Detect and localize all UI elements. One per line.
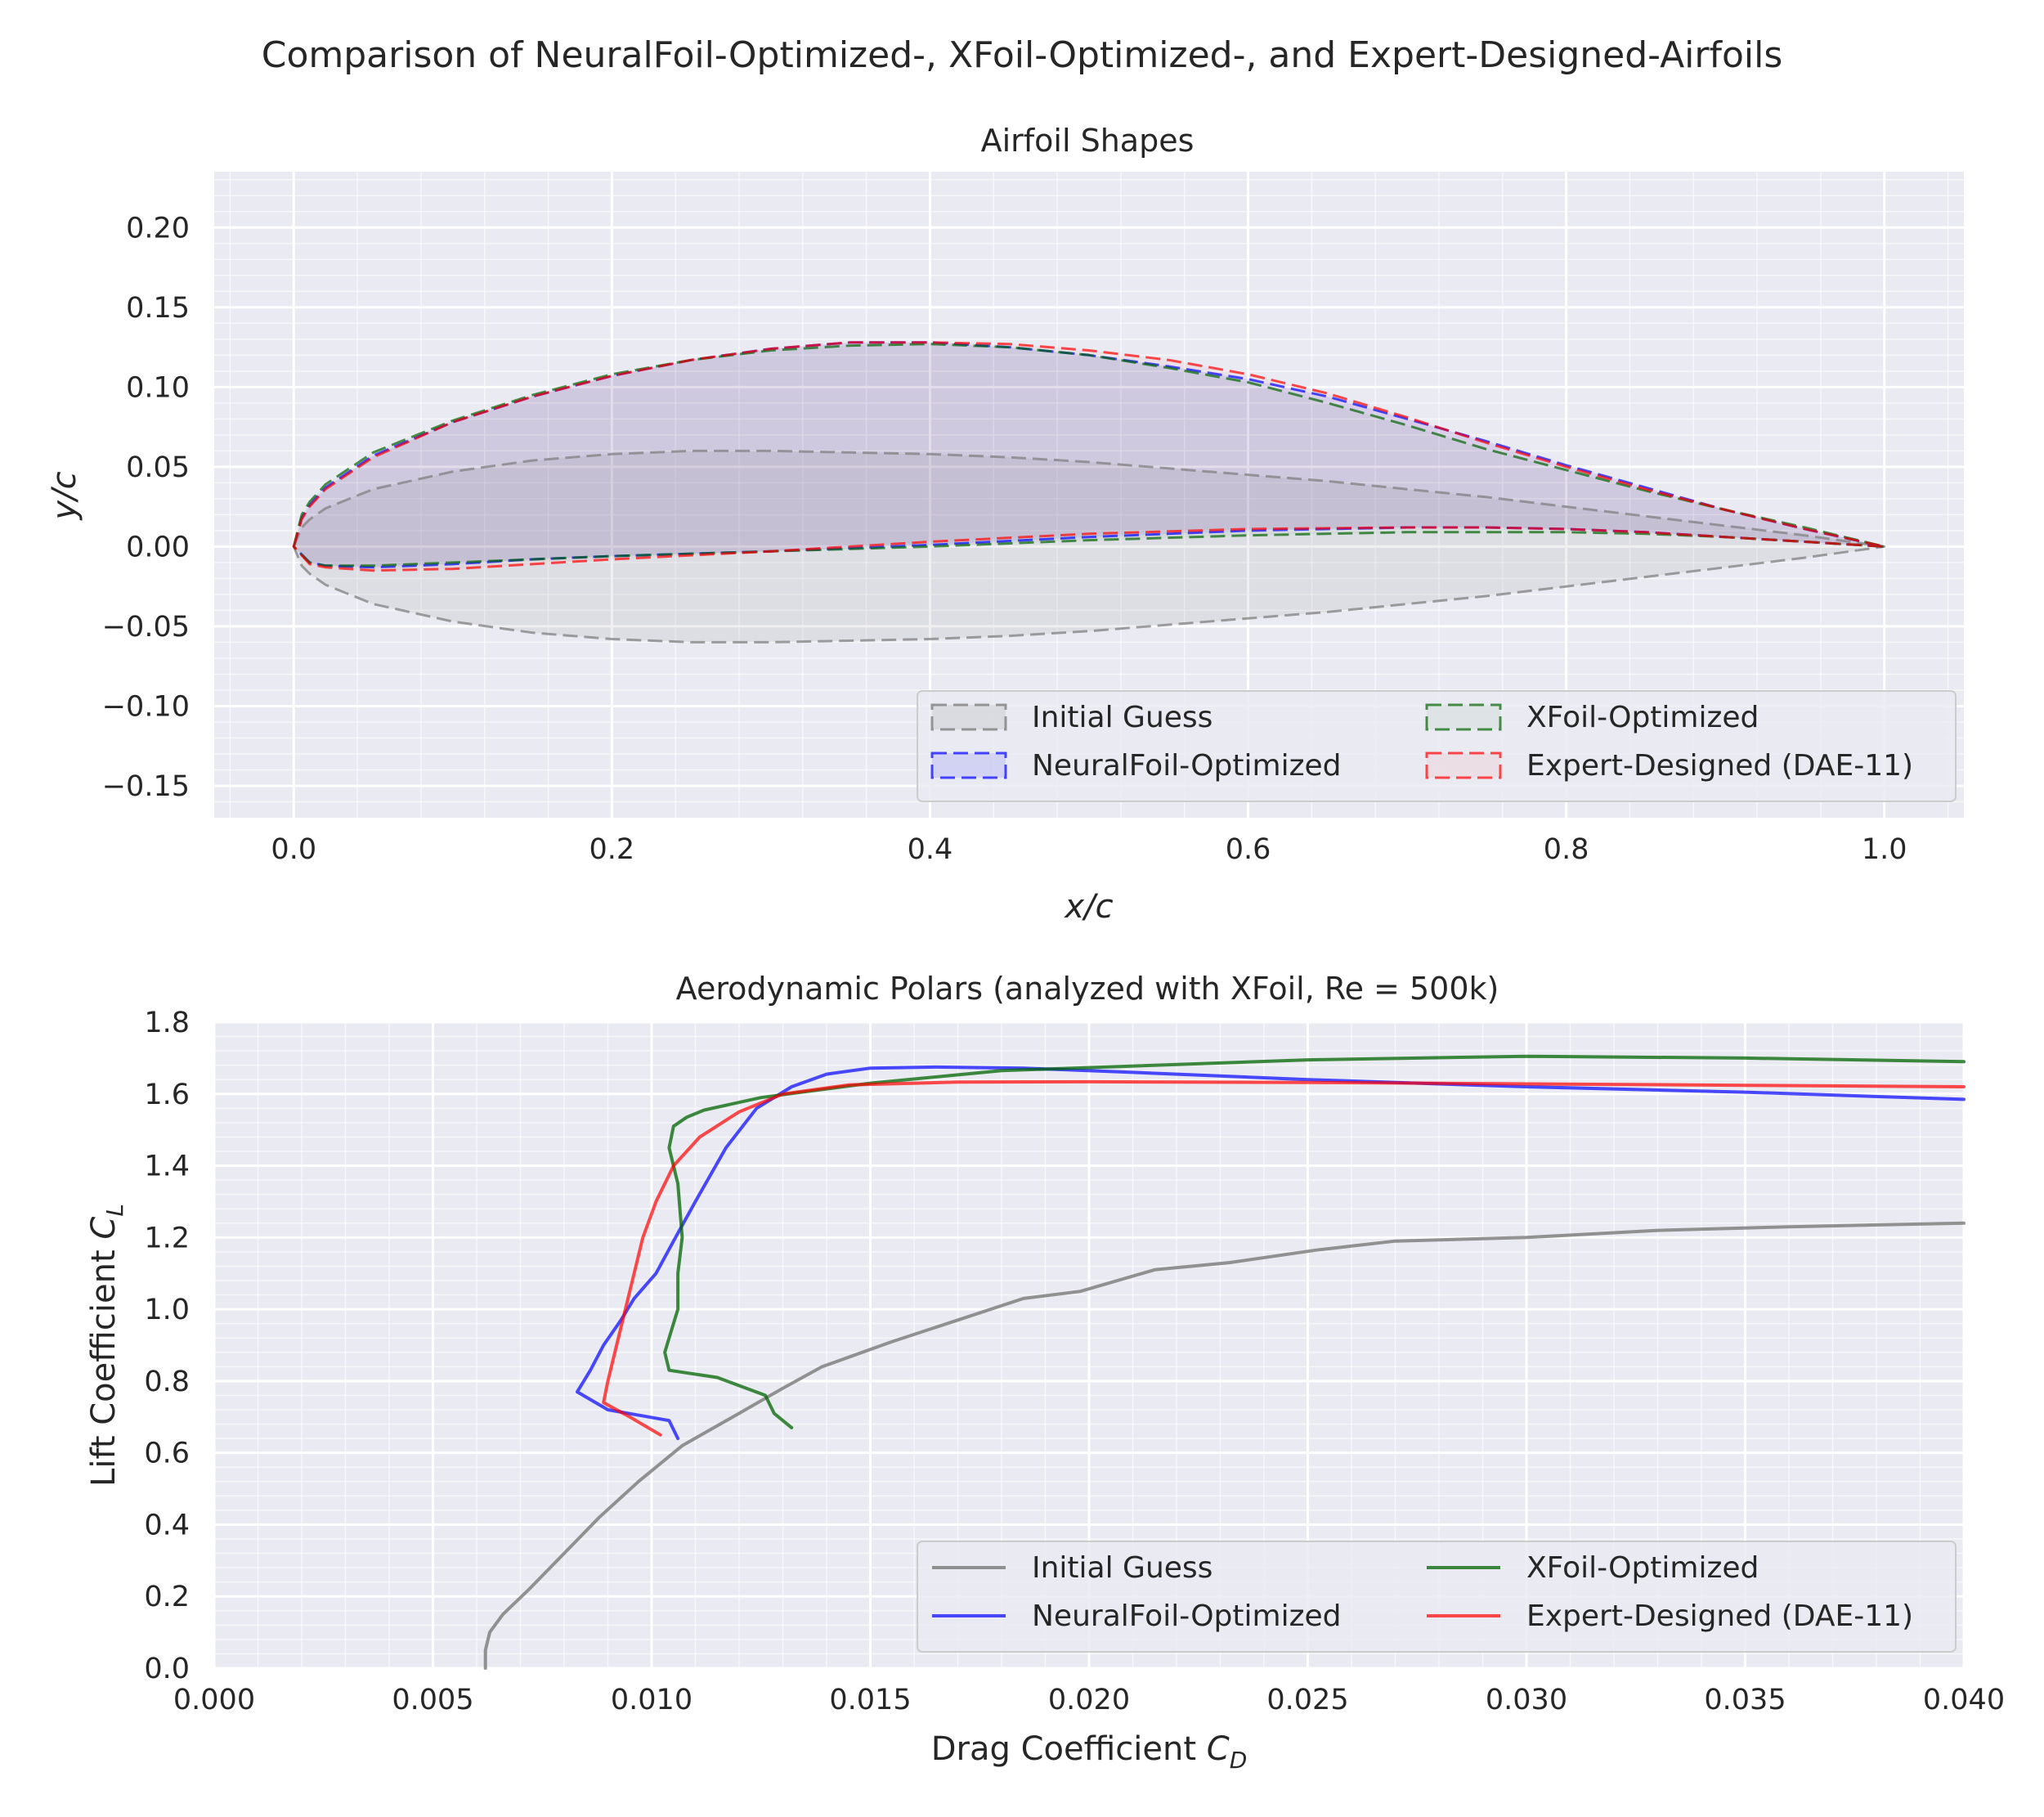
airfoil-shapes-legend: Initial Guess XFoil-Optimized NeuralFoil… <box>917 690 1957 802</box>
legend-label-xfoil-optimized: XFoil-Optimized <box>1526 701 1759 734</box>
legend-swatch-xfoil-optimized <box>1425 703 1502 731</box>
y-tick-label: 0.05 <box>126 451 190 484</box>
airfoil-outline-xfoil-optimized <box>292 343 1886 568</box>
x-tick-label: 0.015 <box>829 1684 911 1716</box>
airfoil-shapes-lines <box>292 341 1886 644</box>
airfoil-shapes-x-label: x/c <box>1063 888 1113 926</box>
y-tick-label: 1.6 <box>144 1079 190 1111</box>
aerodynamic-polars-y-label: Lift Coefficient CL <box>85 1204 128 1487</box>
airfoil-fill-expert-designed-dae-11 <box>294 342 1885 571</box>
y-tick-label: 0.6 <box>144 1438 190 1470</box>
airfoil-fill-xfoil-optimized <box>294 343 1885 566</box>
y-tick-label: 1.4 <box>144 1151 190 1183</box>
polar-line-neuralfoil-optimized <box>576 1065 1966 1441</box>
x-tick-label: 0.000 <box>173 1684 255 1716</box>
airfoil-shapes-fills <box>294 342 1885 643</box>
x-tick-label: 0.010 <box>611 1684 693 1716</box>
y-tick-label: 0.4 <box>144 1509 190 1541</box>
x-tick-label: 0.035 <box>1704 1684 1786 1716</box>
airfoil-shapes-y-label: y/c <box>46 471 83 520</box>
legend-frame <box>917 1541 1957 1653</box>
airfoil-shapes-x-ticks: 0.0 0.2 0.4 0.6 0.8 1.0 <box>271 833 1907 866</box>
x-tick-label: 1.0 <box>1862 833 1907 866</box>
y-tick-label: 0.8 <box>144 1366 190 1398</box>
aerodynamic-polars-panel: Aerodynamic Polars (analyzed with XFoil,… <box>85 971 2005 1774</box>
x-tick-label: 0.025 <box>1266 1684 1348 1716</box>
airfoil-shapes-y-ticks: 0.20 0.15 0.10 0.05 0.00 −0.05 −0.10 −0.15 <box>102 212 190 803</box>
legend-label-neuralfoil-optimized: NeuralFoil-Optimized <box>1032 749 1341 783</box>
x-tick-label: 0.020 <box>1048 1684 1130 1716</box>
airfoil-outline-initial-guess <box>292 449 1886 644</box>
y-tick-label: −0.15 <box>102 770 190 803</box>
legend-label-expert-designed: Expert-Designed (DAE-11) <box>1526 749 1913 783</box>
aerodynamic-polars-x-label: Drag Coefficient CD <box>931 1730 1248 1774</box>
x-tick-label: 0.6 <box>1226 833 1271 866</box>
x-tick-label: 0.4 <box>908 833 953 866</box>
airfoil-fill-initial-guess <box>294 451 1885 643</box>
aerodynamic-polars-lines <box>483 1054 1966 1670</box>
aerodynamic-polars-legend: Initial Guess XFoil-Optimized NeuralFoil… <box>917 1541 1957 1653</box>
legend-label-neuralfoil-optimized: NeuralFoil-Optimized <box>1032 1599 1341 1633</box>
aerodynamic-polars-y-ticks: 0.0 0.2 0.4 0.6 0.8 1.0 1.2 1.4 1.6 1.8 <box>144 1007 190 1685</box>
legend-frame <box>917 690 1957 802</box>
polar-line-initial-guess <box>483 1221 1966 1670</box>
legend-swatch-initial-guess <box>930 703 1007 731</box>
x-tick-label: 0.005 <box>392 1684 473 1716</box>
airfoil-fill-neuralfoil-optimized <box>294 342 1885 568</box>
y-tick-label: 0.0 <box>144 1653 190 1685</box>
legend-label-initial-guess: Initial Guess <box>1032 1551 1213 1585</box>
y-tick-label: 1.0 <box>144 1294 190 1326</box>
legend-label-xfoil-optimized: XFoil-Optimized <box>1526 1551 1759 1585</box>
aerodynamic-polars-title: Aerodynamic Polars (analyzed with XFoil,… <box>676 971 1499 1007</box>
y-tick-label: 0.00 <box>126 531 190 563</box>
y-tick-label: 0.2 <box>144 1581 190 1613</box>
x-tick-label: 0.2 <box>589 833 635 866</box>
y-tick-label: 1.8 <box>144 1007 190 1039</box>
y-tick-label: −0.05 <box>102 611 190 644</box>
x-tick-label: 0.8 <box>1544 833 1589 866</box>
airfoil-outline-expert-designed-dae-11 <box>292 341 1886 572</box>
y-tick-label: 0.15 <box>126 292 190 325</box>
x-tick-label: 0.030 <box>1486 1684 1567 1716</box>
legend-swatch-expert-designed <box>1425 751 1502 779</box>
y-tick-label: 0.10 <box>126 371 190 404</box>
aerodynamic-polars-x-ticks: 0.000 0.005 0.010 0.015 0.020 0.025 0.030 0.035… <box>173 1684 2005 1716</box>
legend-label-expert-designed: Expert-Designed (DAE-11) <box>1526 1599 1913 1633</box>
y-tick-label: −0.10 <box>102 690 190 723</box>
figure-title: Comparison of NeuralFoil-Optimized-, XFo… <box>262 34 1783 76</box>
legend-label-initial-guess: Initial Guess <box>1032 701 1213 734</box>
x-tick-label: 0.040 <box>1923 1684 2005 1716</box>
y-tick-label: 0.20 <box>126 212 190 245</box>
airfoil-shapes-panel: Airfoil Shapes 0.0 0.2 0.4 0.6 0.8 1.0 0.200.… <box>46 123 1964 926</box>
legend-swatch-neuralfoil-optimized <box>930 751 1007 779</box>
airfoil-shapes-title: Airfoil Shapes <box>981 123 1195 159</box>
x-tick-label: 0.0 <box>271 833 316 866</box>
polar-line-expert-designed-dae-11 <box>602 1079 1966 1437</box>
y-tick-label: 1.2 <box>144 1222 190 1254</box>
